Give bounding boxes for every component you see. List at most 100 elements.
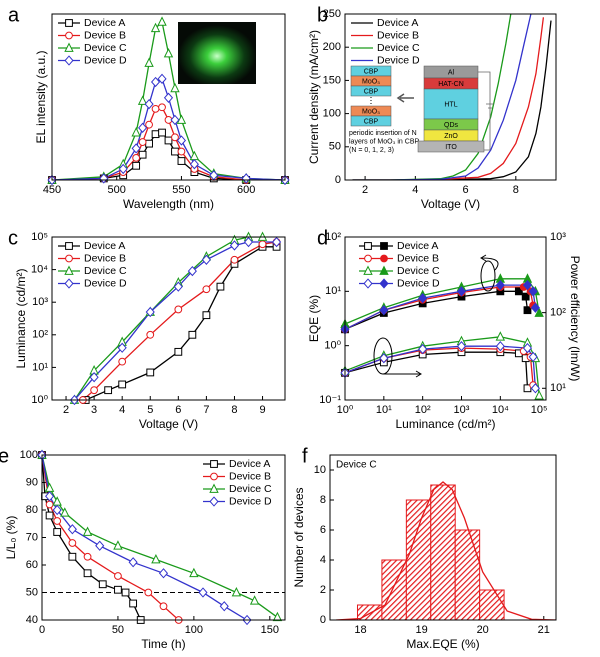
x-tick-label: 500	[108, 184, 126, 196]
y-tick-label: 10²	[325, 231, 341, 243]
data-point	[146, 368, 155, 377]
x-tick-label: 100	[185, 624, 203, 636]
data-point	[249, 595, 260, 605]
data-point	[243, 236, 254, 248]
plot-frame	[329, 454, 557, 621]
data-line	[74, 241, 277, 400]
data-point	[144, 98, 154, 110]
data-point	[530, 302, 540, 313]
device-layer	[417, 140, 485, 153]
legend-label: Device D	[84, 277, 127, 289]
x-tick-label: 6	[175, 404, 181, 416]
data-point	[201, 254, 211, 265]
y-tick-label: 80	[26, 504, 38, 516]
data-point	[230, 255, 239, 264]
data-point	[163, 92, 174, 103]
x-tick-label: 7	[203, 404, 209, 416]
legend-marker	[64, 42, 74, 52]
data-point	[53, 517, 62, 525]
y-tick-label: 10⁰	[31, 394, 48, 406]
data-point	[158, 128, 166, 137]
data-point	[456, 286, 467, 297]
data-point	[144, 57, 154, 67]
x-tick-label: 450	[43, 184, 61, 196]
data-point	[45, 511, 54, 520]
legend-label: Device D	[229, 495, 272, 507]
data-point	[99, 173, 109, 184]
data-point	[52, 504, 62, 516]
y-tick-label: 60	[26, 559, 38, 571]
data-point	[132, 161, 141, 170]
legend-marker	[65, 254, 73, 263]
plot-frame	[41, 454, 286, 621]
x-tick-label: 9	[259, 404, 265, 416]
data-line	[352, 20, 552, 180]
legend-label: Device D	[377, 54, 420, 66]
data-point	[158, 103, 166, 112]
bar	[479, 589, 505, 620]
data-point	[53, 528, 62, 536]
x-tick-label: 10¹	[376, 404, 392, 416]
data-point	[189, 567, 199, 578]
data-point	[83, 552, 92, 561]
data-point	[145, 139, 153, 148]
data-point	[176, 135, 187, 146]
bar	[454, 529, 481, 620]
data-point	[159, 602, 168, 611]
data-point	[83, 569, 92, 578]
device-layer-label: HTL	[444, 101, 457, 108]
legend-marker	[65, 19, 73, 27]
data-point	[67, 524, 77, 535]
y-tick-label: 10⁴	[31, 264, 48, 276]
x-tick-label: 2	[63, 404, 69, 416]
y-tick-label: 10⁰	[324, 340, 341, 352]
x-tick-label: 2	[362, 184, 368, 196]
y-tick-label: 100	[20, 449, 38, 461]
legend-marker	[65, 31, 73, 40]
data-point	[146, 330, 155, 339]
stack-layer	[350, 115, 392, 127]
y-tick-label: 250	[323, 8, 341, 20]
data-point	[379, 353, 389, 364]
data-point	[145, 306, 155, 318]
data-point	[219, 601, 229, 612]
arrow	[396, 93, 414, 103]
y-axis-label: Number of devices	[292, 487, 306, 587]
panel-letter: f	[302, 445, 308, 467]
data-point	[229, 240, 240, 251]
y-axis-label: Current density (mA/cm²)	[307, 30, 321, 164]
plot-area	[336, 481, 556, 620]
x-axis-label: Time (h)	[141, 637, 185, 651]
x-tick-label: 5	[147, 404, 153, 416]
data-point	[98, 580, 107, 589]
y-tick-label: 100	[323, 108, 341, 120]
legend-label: Device B	[377, 29, 419, 41]
legend-marker	[363, 278, 373, 289]
bar	[405, 499, 432, 620]
data-point	[164, 136, 173, 145]
x-tick-label: 10⁴	[492, 404, 509, 416]
legend-marker	[210, 460, 218, 468]
y2-tick-label: 10²	[550, 307, 566, 319]
data-point	[495, 331, 506, 341]
data-line	[42, 455, 180, 620]
data-point	[258, 240, 267, 249]
annotation-shapes	[373, 254, 499, 378]
data-point	[60, 507, 70, 517]
y-tick-label: 50	[329, 141, 341, 153]
data-point	[104, 386, 113, 395]
stack-label: CBP	[364, 68, 379, 75]
data-point	[52, 496, 62, 506]
legend-marker	[379, 278, 389, 289]
data-point	[523, 306, 532, 315]
x-axis-label: Luminance (cd/m²)	[395, 417, 495, 431]
y-tick-label: 70	[26, 531, 38, 543]
legend-label: Device C	[377, 42, 420, 54]
y-tick-label: 10²	[32, 329, 48, 341]
data-point	[138, 138, 147, 146]
data-point	[418, 292, 428, 304]
legend-marker	[209, 483, 219, 493]
data-point	[151, 553, 161, 564]
data-point	[117, 342, 127, 353]
